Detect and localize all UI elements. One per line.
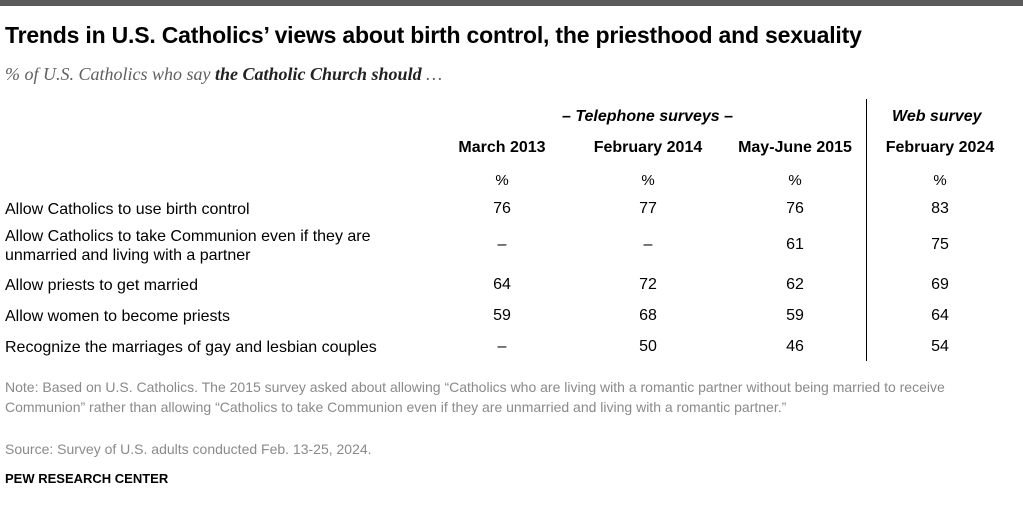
row-value: 64: [493, 276, 511, 293]
subtitle-suffix: …: [426, 64, 443, 84]
row-value: 72: [639, 276, 657, 293]
group-label-web: Web survey: [892, 108, 982, 125]
row-value: –: [497, 236, 507, 253]
row-value: 69: [931, 276, 949, 293]
row-value: –: [497, 338, 507, 355]
row-value: 61: [786, 236, 804, 253]
top-bar: [0, 0, 1023, 6]
unit-label: %: [641, 172, 655, 189]
brand-label: PEW RESEARCH CENTER: [5, 471, 169, 486]
row-value: 76: [786, 200, 804, 217]
row-value: 75: [931, 236, 949, 253]
row-label: Allow Catholics to take Communion even i…: [5, 228, 371, 264]
chart-subtitle: % of U.S. Catholics who say the Catholic…: [5, 64, 442, 85]
row-value: 54: [931, 338, 949, 355]
column-header: February 2024: [885, 139, 995, 156]
row-label: Allow Catholics to use birth control: [5, 201, 250, 218]
unit-label: %: [788, 172, 802, 189]
column-header: February 2014: [593, 139, 703, 156]
row-value: 62: [786, 276, 804, 293]
source-text: Source: Survey of U.S. adults conducted …: [5, 441, 372, 457]
row-value: 50: [639, 338, 657, 355]
subtitle-bold: the Catholic Church should: [215, 64, 422, 84]
note-text: Note: Based on U.S. Catholics. The 2015 …: [5, 379, 945, 415]
row-value: 83: [931, 200, 949, 217]
row-value: 68: [639, 307, 657, 324]
chart-title: Trends in U.S. Catholics’ views about bi…: [5, 22, 862, 48]
row-value: –: [643, 236, 653, 253]
column-divider: [866, 99, 867, 361]
row-value: 77: [639, 200, 657, 217]
column-header: March 2013: [458, 139, 546, 156]
subtitle-prefix: % of U.S. Catholics who say: [5, 64, 211, 84]
row-value: 64: [931, 307, 949, 324]
group-label-telephone: – Telephone surveys –: [562, 108, 734, 125]
row-label: Allow women to become priests: [5, 308, 230, 325]
unit-label: %: [933, 172, 947, 189]
row-value: 76: [493, 200, 511, 217]
row-value: 59: [786, 307, 804, 324]
row-value: 46: [786, 338, 804, 355]
row-label: Recognize the marriages of gay and lesbi…: [5, 339, 377, 356]
unit-label: %: [495, 172, 509, 189]
row-label: Allow priests to get married: [5, 277, 198, 294]
column-header: May-June 2015: [738, 139, 852, 156]
row-value: 59: [493, 307, 511, 324]
